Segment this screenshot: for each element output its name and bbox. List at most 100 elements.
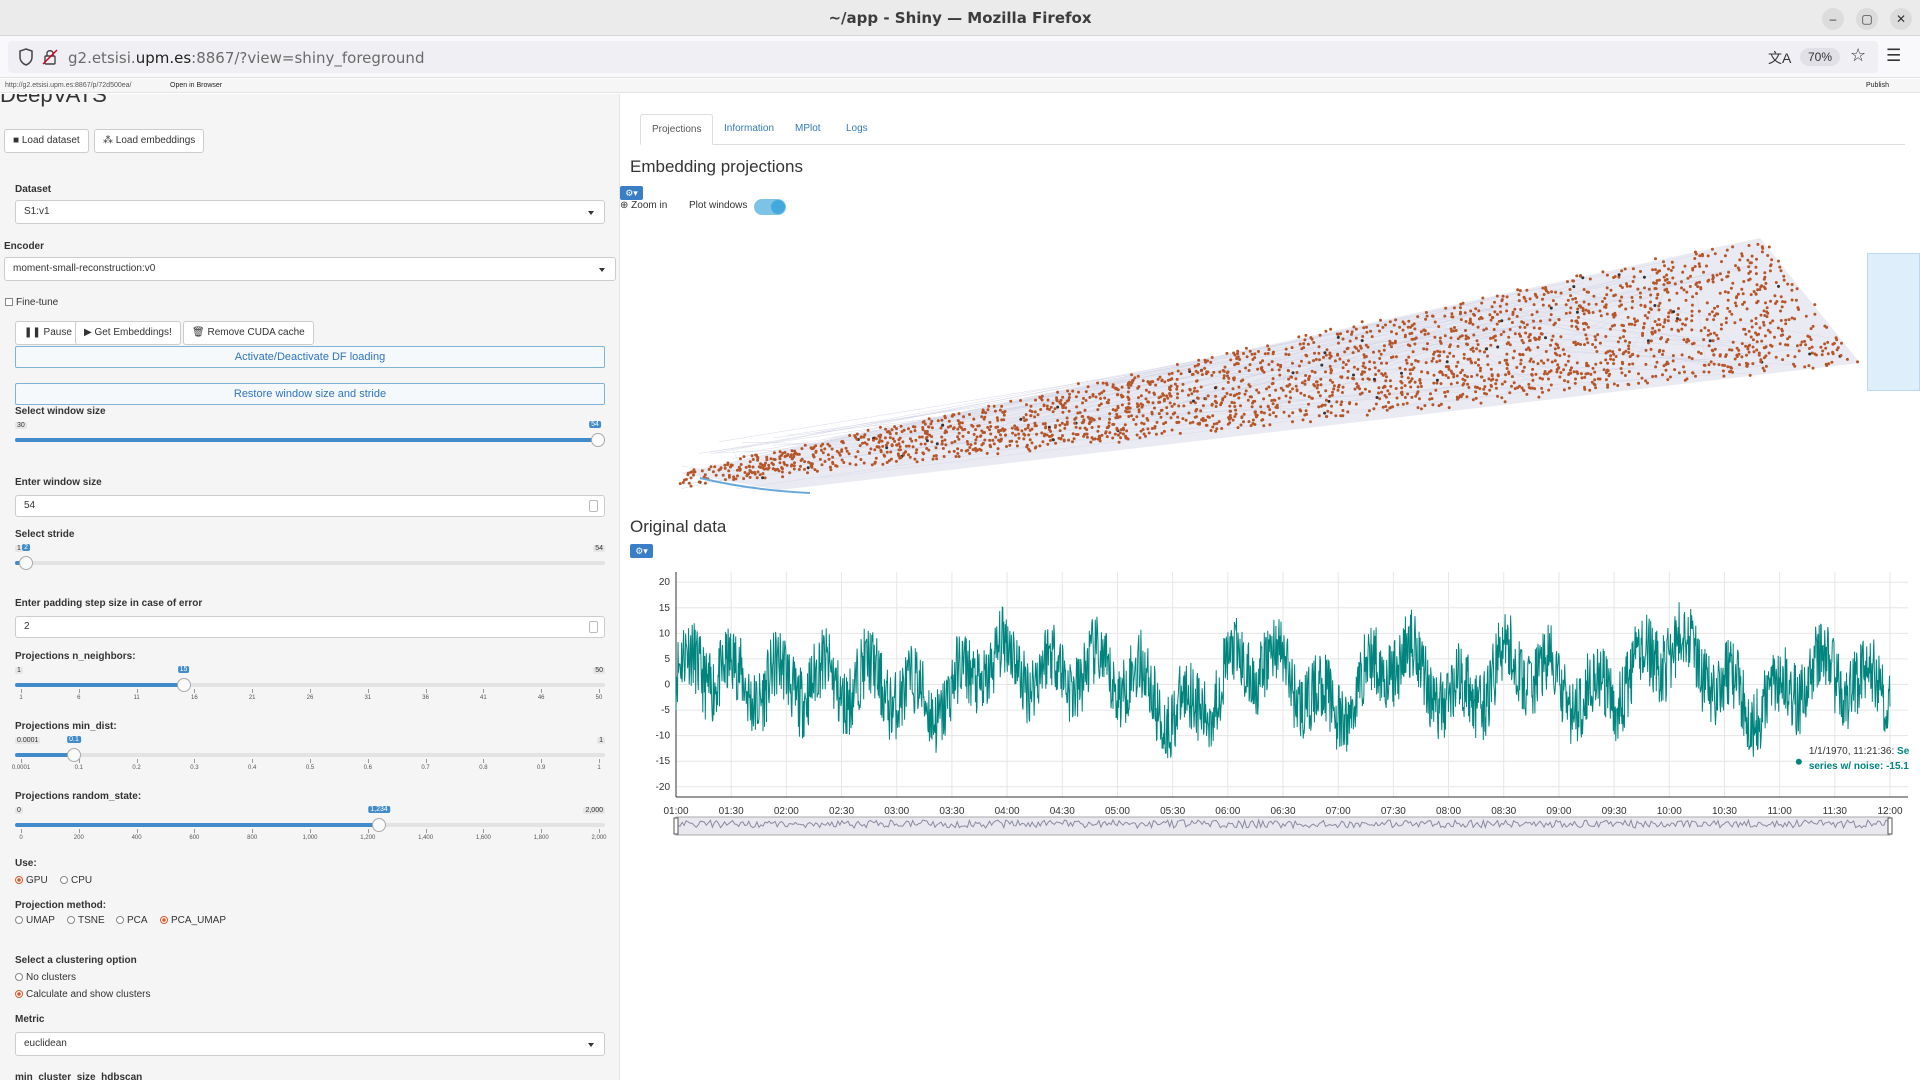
projection-point[interactable]	[1584, 372, 1588, 376]
projection-point[interactable]	[1078, 426, 1082, 430]
projection-point[interactable]	[1594, 338, 1598, 342]
projection-point[interactable]	[1493, 300, 1496, 304]
projection-point[interactable]	[742, 455, 746, 459]
projection-point[interactable]	[1609, 354, 1613, 358]
projection-point[interactable]	[1160, 379, 1164, 383]
projection-point[interactable]	[1606, 383, 1610, 387]
projection-point[interactable]	[1663, 264, 1666, 268]
projection-point[interactable]	[1420, 370, 1424, 374]
projection-point[interactable]	[941, 423, 945, 427]
projection-point[interactable]	[1281, 388, 1285, 392]
projection-point[interactable]	[1159, 415, 1163, 419]
projection-point[interactable]	[1412, 366, 1416, 370]
projection-point[interactable]	[1500, 298, 1504, 302]
projection-point[interactable]	[1546, 291, 1550, 294]
projection-point[interactable]	[1431, 314, 1435, 318]
projection-point[interactable]	[1751, 362, 1755, 366]
projection-point[interactable]	[1451, 315, 1455, 319]
projection-point[interactable]	[1179, 372, 1183, 376]
projection-point[interactable]	[1486, 354, 1489, 358]
projection-point[interactable]	[891, 437, 895, 441]
projection-point[interactable]	[1081, 401, 1084, 405]
projection-point[interactable]	[1433, 320, 1437, 324]
projection-point[interactable]	[1480, 301, 1484, 305]
projection-point[interactable]	[1602, 368, 1606, 372]
projection-point[interactable]	[1518, 384, 1521, 388]
projection-point[interactable]	[1364, 343, 1368, 347]
projection-point[interactable]	[1544, 336, 1547, 340]
projection-point[interactable]	[1465, 375, 1469, 379]
projection-point[interactable]	[1703, 363, 1707, 367]
projection-point[interactable]	[1430, 397, 1434, 401]
projection-point[interactable]	[995, 416, 999, 420]
projection-point[interactable]	[1682, 288, 1686, 292]
projection-point[interactable]	[1720, 323, 1723, 327]
zoom-in-control[interactable]: ⊕ Zoom in	[620, 200, 667, 211]
projection-point[interactable]	[1670, 327, 1674, 331]
projection-point[interactable]	[1587, 302, 1591, 306]
projection-point[interactable]	[1074, 395, 1078, 399]
projection-point[interactable]	[1103, 396, 1107, 400]
projection-point[interactable]	[1790, 316, 1794, 320]
projection-point[interactable]	[1553, 347, 1557, 351]
projection-point[interactable]	[1105, 381, 1108, 385]
projection-point[interactable]	[1676, 313, 1680, 317]
projection-point[interactable]	[1538, 376, 1542, 380]
projection-point[interactable]	[1301, 418, 1305, 422]
projection-point[interactable]	[1323, 351, 1327, 355]
projection-point[interactable]	[1054, 441, 1058, 445]
projection-point[interactable]	[1287, 400, 1291, 404]
projection-point[interactable]	[1408, 332, 1412, 336]
projection-point[interactable]	[739, 463, 743, 466]
projection-point[interactable]	[1058, 423, 1062, 427]
projection-point[interactable]	[1266, 344, 1270, 348]
projection-point[interactable]	[1746, 258, 1750, 262]
projection-point[interactable]	[1435, 381, 1439, 385]
projection-point[interactable]	[1775, 300, 1779, 303]
projection-point[interactable]	[1008, 443, 1012, 447]
projection-point[interactable]	[829, 468, 833, 472]
projection-point[interactable]	[1395, 332, 1398, 336]
projection-point[interactable]	[1213, 399, 1217, 403]
projection-point[interactable]	[1048, 439, 1052, 442]
projection-point[interactable]	[1808, 335, 1812, 339]
projection-point[interactable]	[999, 433, 1002, 437]
projection-point[interactable]	[915, 448, 919, 452]
projection-point[interactable]	[1231, 418, 1235, 422]
projection-point[interactable]	[1489, 367, 1493, 371]
projection-point[interactable]	[1124, 434, 1127, 438]
projection-point[interactable]	[1312, 359, 1315, 363]
projection-point[interactable]	[1406, 325, 1410, 329]
projection-point[interactable]	[1649, 293, 1653, 297]
projection-point[interactable]	[1575, 274, 1579, 278]
projection-point[interactable]	[1438, 336, 1442, 340]
projection-point[interactable]	[1694, 374, 1697, 378]
projection-point[interactable]	[1770, 258, 1774, 262]
projection-point[interactable]	[806, 466, 810, 470]
projection-point[interactable]	[1821, 349, 1825, 353]
projection-point[interactable]	[1768, 321, 1772, 325]
projection-point[interactable]	[1556, 346, 1560, 350]
mindist-slider[interactable]: 0.0001 1 0.1 0.0001 0.1 0.2 0.3 0.4 0.5 0.6 0.7…	[12, 736, 605, 777]
projection-point[interactable]	[1217, 420, 1221, 424]
projection-point[interactable]	[1388, 320, 1392, 324]
projection-point[interactable]	[748, 475, 752, 479]
projection-point[interactable]	[1168, 387, 1172, 391]
projection-point[interactable]	[957, 437, 961, 441]
projection-point[interactable]	[1291, 371, 1295, 375]
projection-point[interactable]	[1125, 429, 1129, 433]
projection-point[interactable]	[1200, 369, 1203, 373]
projection-point[interactable]	[1569, 294, 1573, 298]
projection-point[interactable]	[1485, 347, 1489, 351]
projection-point[interactable]	[1153, 406, 1156, 410]
projection-point[interactable]	[1599, 361, 1603, 365]
projection-point[interactable]	[1534, 372, 1538, 376]
projection-point[interactable]	[1493, 310, 1497, 314]
projection-point[interactable]	[1692, 341, 1696, 345]
projection-point[interactable]	[1559, 291, 1563, 295]
projection-point[interactable]	[1550, 360, 1554, 364]
projection-point[interactable]	[743, 471, 747, 474]
projection-point[interactable]	[749, 470, 753, 474]
no-clusters-radio[interactable]: No clusters	[15, 972, 76, 983]
projection-point[interactable]	[1632, 317, 1636, 321]
